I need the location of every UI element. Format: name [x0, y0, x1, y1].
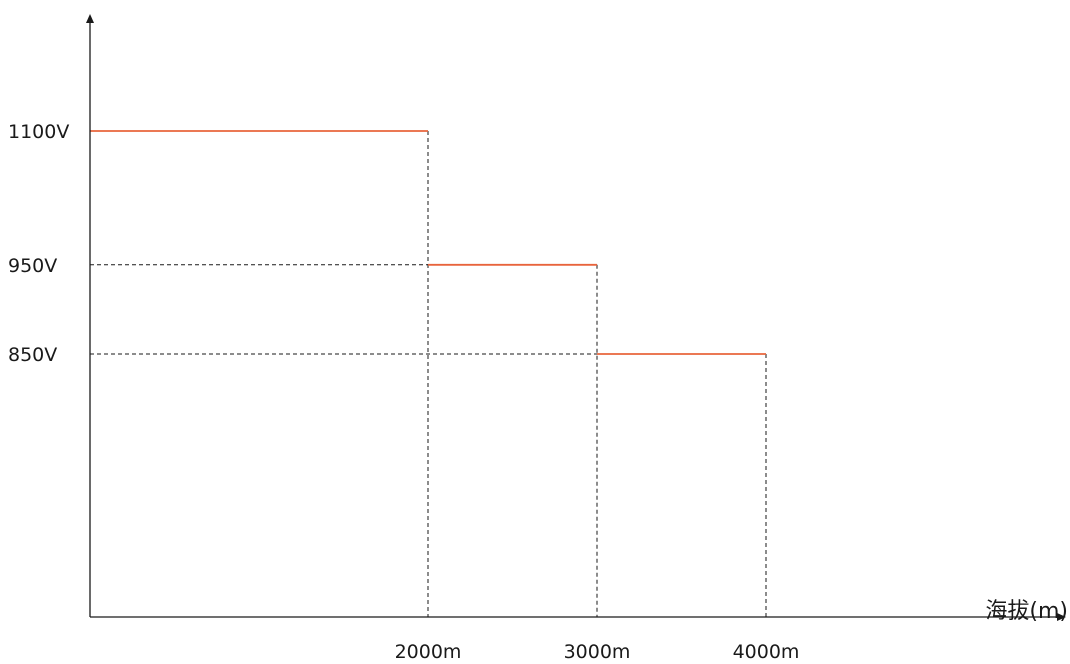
- guide-lines: [90, 131, 767, 617]
- x-axis-title: 海拔(m): [985, 599, 1068, 624]
- y-axis-arrow: [86, 14, 94, 23]
- x-tick-label-1: 3000m: [564, 641, 631, 663]
- x-axis-arrow: [1057, 613, 1066, 621]
- y-tick-label-1: 950V: [8, 255, 57, 277]
- x-tick-label-2: 4000m: [733, 641, 800, 663]
- y-tick-label-0: 1100V: [8, 121, 69, 143]
- y-tick-labels: 1100V 950V 850V: [8, 121, 69, 366]
- axes: [86, 14, 1066, 621]
- x-tick-label-0: 2000m: [395, 641, 462, 663]
- y-tick-label-2: 850V: [8, 344, 57, 366]
- x-tick-labels: 2000m 3000m 4000m: [395, 641, 800, 663]
- step-series: [90, 130, 766, 355]
